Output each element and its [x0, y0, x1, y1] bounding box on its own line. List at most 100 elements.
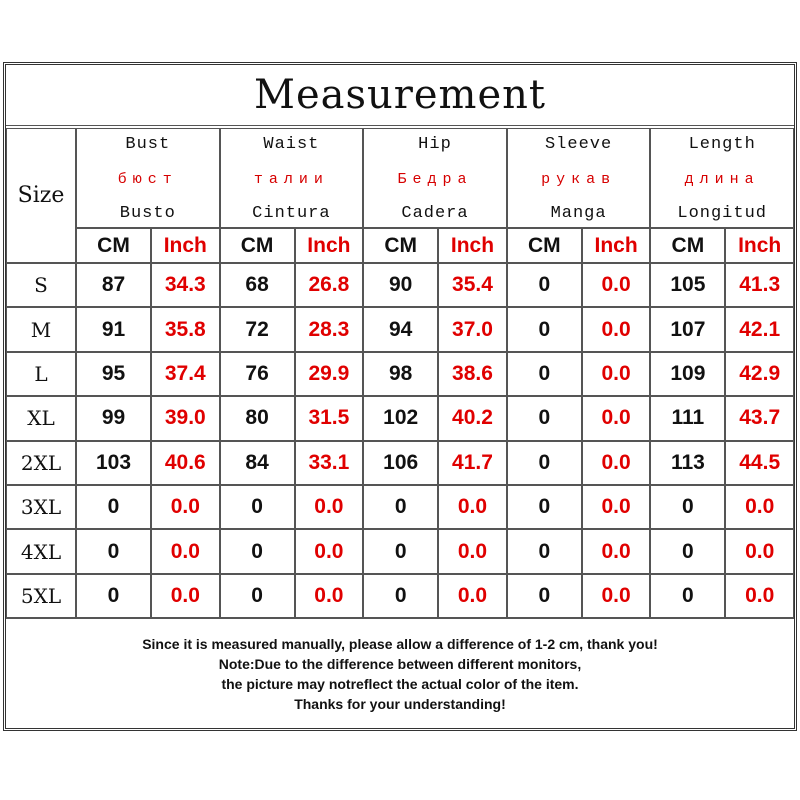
cell-cm-value: 0 [506, 485, 582, 530]
cell-cm-value: 0 [506, 529, 582, 574]
cell-inch-value: 0.0 [581, 485, 651, 530]
column-header-length: Length длина Longitud [650, 128, 794, 228]
cell-inch-value: 28.3 [294, 307, 364, 352]
column-header-sleeve: Sleeve рукав Manga [506, 128, 651, 228]
column-name-es: Longitud [677, 204, 767, 223]
cell-inch-value: 35.8 [151, 307, 220, 352]
cell-cm-value: 105 [650, 263, 726, 308]
cell-cm-value: 0 [76, 573, 151, 619]
cell-inch-value: 0.0 [581, 573, 651, 619]
cell-inch-value: 44.5 [725, 440, 794, 485]
note-line: the picture may notreflect the actual co… [221, 676, 579, 692]
size-row-label: 5XL [6, 573, 76, 619]
cell-inch-value: 29.9 [294, 351, 364, 397]
cell-inch-value: 0.0 [581, 307, 651, 352]
cell-inch-value: 0.0 [581, 440, 651, 485]
cell-cm-value: 0 [76, 485, 151, 530]
size-row-label: S [6, 263, 76, 308]
cell-cm-value: 0 [506, 396, 582, 441]
cell-inch-value: 0.0 [151, 485, 220, 530]
cell-cm-value: 95 [76, 351, 151, 397]
cell-inch-value: 0.0 [294, 573, 364, 619]
unit-header-inch: Inch [725, 228, 794, 263]
cell-inch-value: 34.3 [151, 263, 220, 308]
cell-inch-value: 0.0 [581, 351, 651, 397]
cell-cm-value: 87 [76, 263, 151, 308]
cell-inch-value: 35.4 [438, 263, 507, 308]
cell-inch-value: 43.7 [725, 396, 794, 441]
column-name-ru: длина [684, 170, 760, 188]
column-name-en: Waist [263, 135, 320, 154]
unit-header-cm: CM [363, 228, 439, 263]
column-name-ru: бюст [117, 170, 178, 188]
cell-inch-value: 0.0 [151, 529, 220, 574]
column-name-ru: талии [253, 170, 329, 188]
cell-cm-value: 99 [76, 396, 151, 441]
unit-header-inch: Inch [151, 228, 220, 263]
cell-inch-value: 26.8 [294, 263, 364, 308]
cell-inch-value: 0.0 [725, 573, 794, 619]
cell-cm-value: 0 [506, 307, 582, 352]
cell-cm-value: 80 [219, 396, 295, 441]
cell-inch-value: 38.6 [438, 351, 507, 397]
cell-cm-value: 0 [76, 529, 151, 574]
unit-header-cm: CM [650, 228, 726, 263]
cell-inch-value: 40.6 [151, 440, 220, 485]
cell-cm-value: 107 [650, 307, 726, 352]
cell-inch-value: 41.7 [438, 440, 507, 485]
column-name-es: Cadera [401, 204, 469, 223]
column-name-en: Bust [125, 135, 171, 154]
disclaimer-note: Since it is measured manually, please al… [6, 618, 794, 729]
unit-header-cm: CM [506, 228, 582, 263]
cell-cm-value: 98 [363, 351, 439, 397]
cell-cm-value: 0 [650, 485, 726, 530]
size-row-label: L [6, 351, 76, 397]
cell-inch-value: 0.0 [581, 529, 651, 574]
cell-inch-value: 40.2 [438, 396, 507, 441]
column-name-en: Length [688, 135, 756, 154]
cell-inch-value: 33.1 [294, 440, 364, 485]
cell-inch-value: 39.0 [151, 396, 220, 441]
cell-cm-value: 0 [650, 573, 726, 619]
cell-inch-value: 42.9 [725, 351, 794, 397]
cell-cm-value: 0 [363, 485, 439, 530]
note-line: Since it is measured manually, please al… [142, 636, 658, 652]
cell-inch-value: 0.0 [725, 485, 794, 530]
column-name-en: Sleeve [544, 135, 613, 154]
unit-header-inch: Inch [438, 228, 507, 263]
cell-cm-value: 72 [219, 307, 295, 352]
column-name-ru: Бедра [397, 170, 473, 188]
cell-cm-value: 111 [650, 396, 726, 441]
unit-header-cm: CM [219, 228, 295, 263]
cell-cm-value: 103 [76, 440, 151, 485]
column-name-en: Hip [418, 135, 452, 154]
cell-inch-value: 0.0 [581, 396, 651, 441]
column-header-waist: Waist талии Cintura [219, 128, 364, 228]
cell-cm-value: 102 [363, 396, 439, 441]
chart-title: Measurement [6, 65, 794, 126]
cell-inch-value: 0.0 [581, 263, 651, 308]
cell-inch-value: 31.5 [294, 396, 364, 441]
cell-cm-value: 0 [363, 529, 439, 574]
cell-cm-value: 76 [219, 351, 295, 397]
cell-inch-value: 37.0 [438, 307, 507, 352]
cell-cm-value: 0 [506, 351, 582, 397]
cell-cm-value: 0 [506, 263, 582, 308]
size-row-label: XL [6, 396, 76, 441]
cell-inch-value: 0.0 [438, 573, 507, 619]
cell-inch-value: 41.3 [725, 263, 794, 308]
note-line: Note:Due to the difference between diffe… [218, 656, 582, 672]
size-chart: Measurement Size Bust бюст Busto CM Inch Waist… [3, 62, 797, 731]
cell-cm-value: 91 [76, 307, 151, 352]
cell-cm-value: 0 [506, 573, 582, 619]
cell-cm-value: 0 [363, 573, 439, 619]
column-name-es: Manga [550, 204, 607, 223]
size-row-label: M [6, 307, 76, 352]
cell-cm-value: 0 [219, 573, 295, 619]
cell-cm-value: 0 [219, 529, 295, 574]
size-row-label: 2XL [6, 440, 76, 485]
column-header-hip: Hip Бедра Cadera [363, 128, 507, 228]
cell-inch-value: 0.0 [438, 485, 507, 530]
column-header-bust: Bust бюст Busto [76, 128, 220, 228]
cell-cm-value: 90 [363, 263, 439, 308]
